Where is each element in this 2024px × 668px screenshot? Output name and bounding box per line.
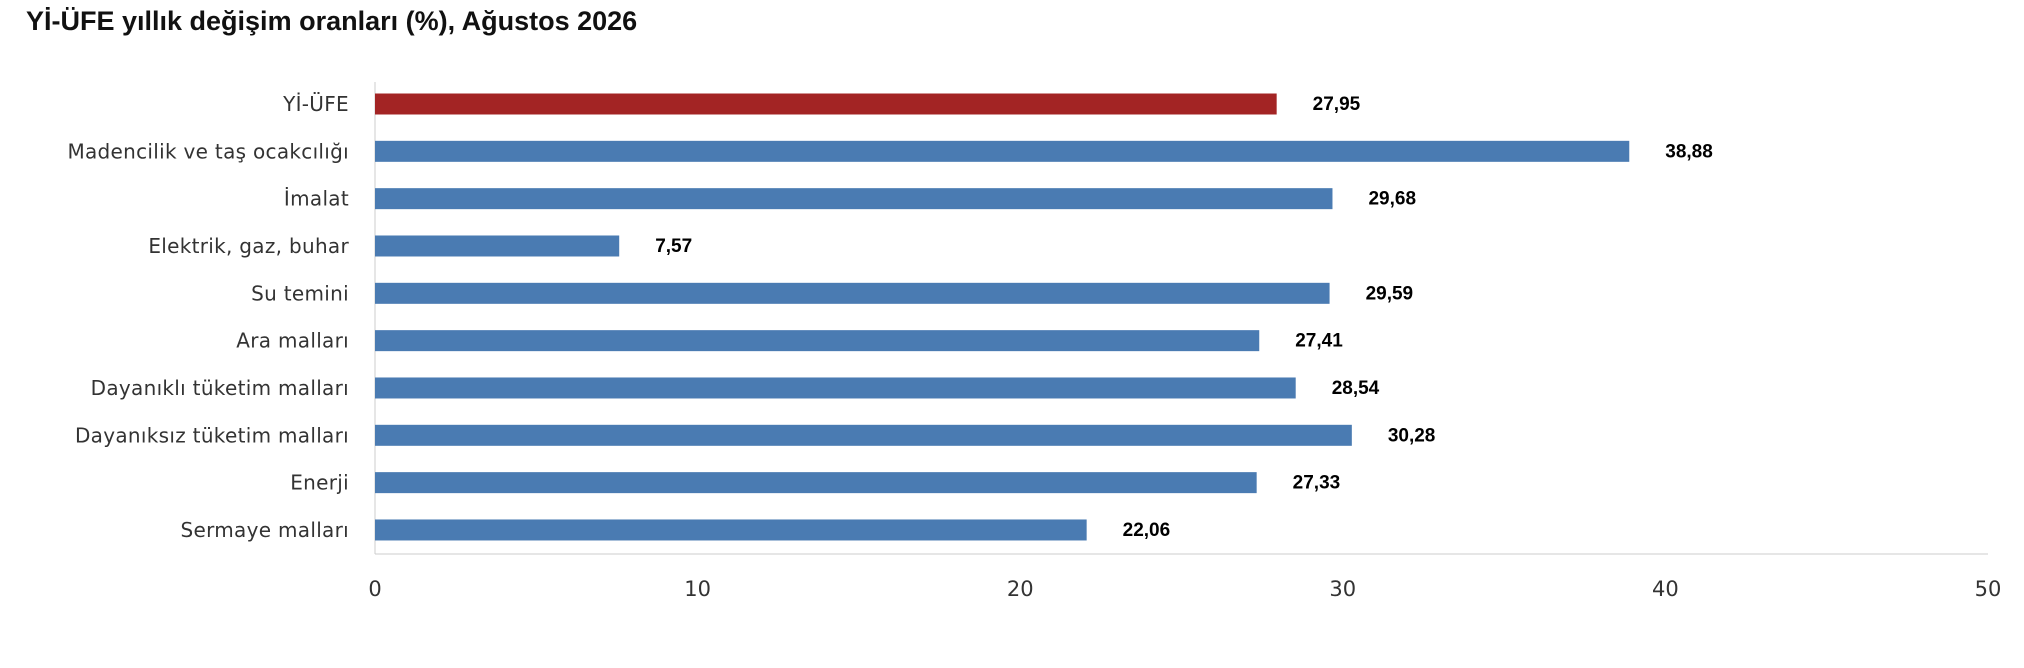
data-label: 38,88 <box>1665 141 1713 162</box>
x-tick-label: 30 <box>1329 577 1356 601</box>
data-label: 7,57 <box>655 236 692 257</box>
x-tick-label: 50 <box>1975 577 2002 601</box>
category-label: Dayanıklı tüketim malları <box>91 376 349 400</box>
bar <box>375 519 1087 541</box>
category-label: Yİ-ÜFE <box>282 92 349 116</box>
data-label: 30,28 <box>1388 425 1436 446</box>
x-tick-label: 40 <box>1652 577 1679 601</box>
x-tick-label: 0 <box>368 577 381 601</box>
category-label: Madencilik ve taş ocakcılığı <box>67 139 349 163</box>
category-label: Ara malları <box>236 329 349 353</box>
category-label: Elektrik, gaz, buhar <box>148 234 349 258</box>
category-label: Su temini <box>251 281 349 305</box>
data-label: 27,95 <box>1313 94 1361 115</box>
data-label: 29,68 <box>1368 189 1416 210</box>
bar <box>375 282 1330 304</box>
category-label: Dayanıksız tüketim malları <box>75 423 349 447</box>
bar <box>375 472 1257 494</box>
x-tick-label: 20 <box>1007 577 1034 601</box>
category-label: Sermaye malları <box>181 518 350 542</box>
data-label: 28,54 <box>1332 378 1380 399</box>
bar <box>375 140 1630 162</box>
chart-title: Yİ-ÜFE yıllık değişim oranları (%), Ağus… <box>26 6 638 36</box>
bar <box>375 235 620 257</box>
x-tick-label: 10 <box>684 577 711 601</box>
data-label: 29,59 <box>1366 283 1414 304</box>
category-label: Enerji <box>290 471 349 495</box>
bar <box>375 424 1352 446</box>
data-label: 27,33 <box>1293 473 1341 494</box>
axis-layer: 0 10 20 30 40 50 <box>368 82 2001 601</box>
bars-layer <box>375 93 1630 541</box>
labels-layer: Yİ-ÜFE 27,95 Madencilik ve taş ocakcılığı 3… <box>67 92 1712 542</box>
data-label: 27,41 <box>1295 331 1343 352</box>
bar <box>375 188 1333 210</box>
bar <box>375 330 1260 352</box>
category-label: İmalat <box>284 187 349 211</box>
data-label: 22,06 <box>1123 520 1171 541</box>
bar <box>375 93 1277 115</box>
bar <box>375 377 1296 399</box>
